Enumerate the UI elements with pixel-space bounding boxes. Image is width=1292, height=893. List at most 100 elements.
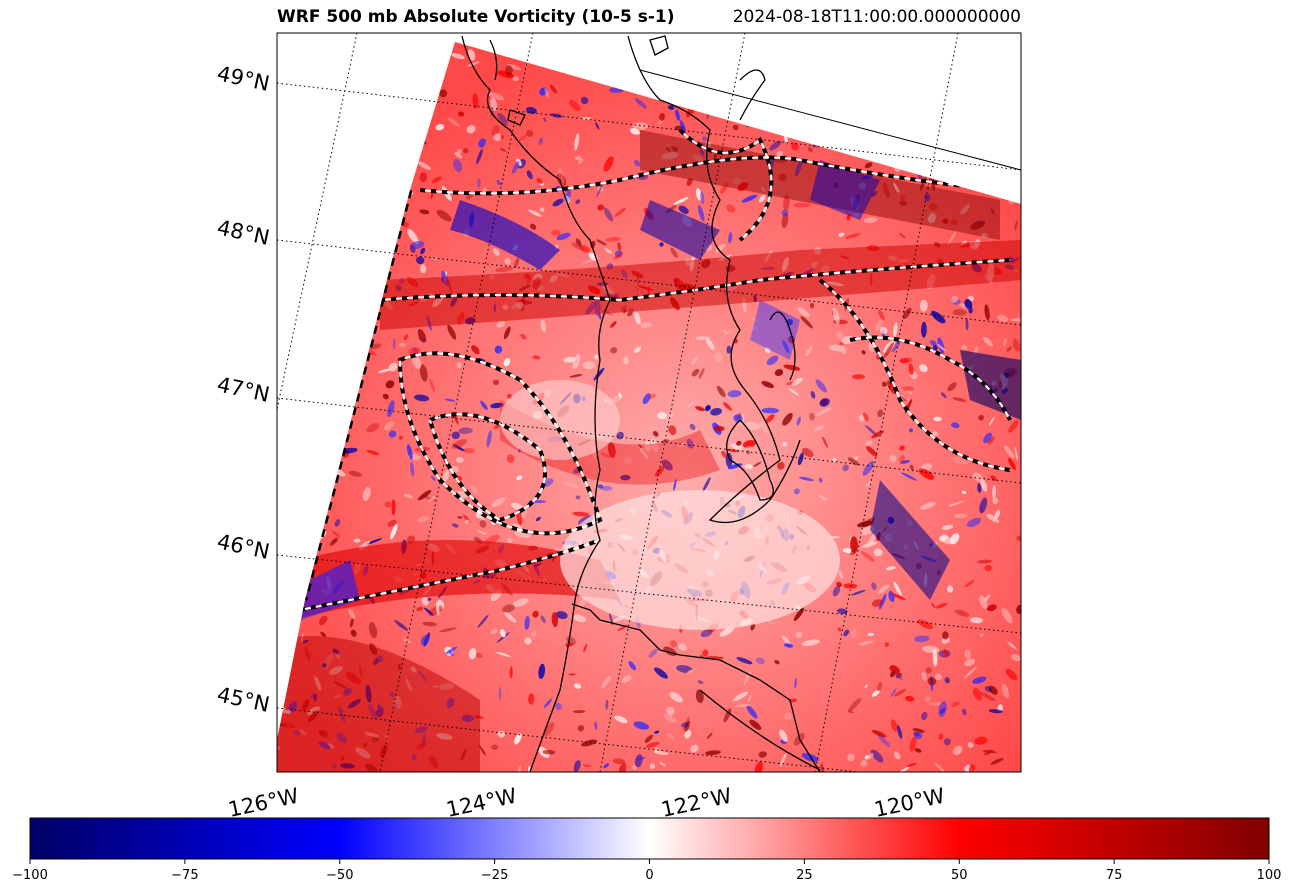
- vorticity-speck: [528, 693, 535, 705]
- vorticity-speck: [610, 347, 618, 354]
- vorticity-speck: [960, 204, 971, 215]
- vorticity-speck: [899, 200, 907, 206]
- vorticity-speck: [780, 753, 787, 767]
- vorticity-speck: [972, 472, 983, 482]
- vorticity-speck: [869, 752, 875, 759]
- vorticity-speck: [865, 440, 873, 446]
- vorticity-speck: [657, 412, 668, 420]
- vorticity-speck: [984, 304, 990, 321]
- vorticity-speck: [899, 455, 905, 464]
- vorticity-speck: [454, 152, 463, 159]
- vorticity-speck: [914, 732, 923, 740]
- vorticity-speck: [563, 192, 571, 203]
- vorticity-speck: [512, 75, 519, 82]
- vorticity-speck: [526, 170, 533, 180]
- vorticity-speck: [478, 138, 486, 148]
- vorticity-speck: [603, 763, 610, 769]
- vorticity-speck: [850, 628, 857, 639]
- vorticity-speck: [632, 122, 649, 130]
- vorticity-speck: [648, 648, 658, 658]
- map-border: [276, 32, 1022, 773]
- vorticity-speck: [451, 465, 460, 473]
- vorticity-speck: [543, 698, 553, 708]
- vorticity-speck: [596, 182, 604, 198]
- vorticity-speck: [663, 714, 677, 724]
- vorticity-speck: [837, 627, 842, 632]
- vorticity-speck: [917, 619, 934, 630]
- vorticity-speck: [994, 509, 1001, 520]
- vorticity-speck: [496, 632, 510, 643]
- vorticity-speck: [634, 346, 641, 353]
- vorticity-speck: [702, 649, 709, 657]
- vorticity-speck: [900, 459, 910, 464]
- vorticity-speck: [919, 299, 928, 312]
- vorticity-speck: [480, 400, 488, 411]
- vorticity-speck: [782, 441, 788, 447]
- vorticity-speck: [988, 685, 998, 695]
- vorticity-speck: [695, 406, 705, 412]
- vorticity-speck: [445, 646, 458, 655]
- vorticity-speck: [878, 310, 885, 321]
- vorticity-speck: [378, 368, 391, 373]
- vorticity-speck: [487, 92, 505, 101]
- vorticity-speck: [793, 607, 805, 622]
- vorticity-speck: [417, 161, 432, 170]
- vorticity-speck: [318, 615, 328, 626]
- vorticity-speck: [455, 457, 464, 463]
- vorticity-speck: [983, 336, 993, 347]
- vorticity-speck: [597, 484, 604, 489]
- vorticity-speck: [470, 484, 479, 495]
- vorticity-speck: [582, 361, 596, 370]
- vorticity-speck: [848, 698, 862, 712]
- vorticity-speck: [889, 665, 900, 674]
- vorticity-speck: [815, 379, 828, 393]
- colorbar-tick-label: 0: [645, 868, 653, 883]
- vorticity-speck: [920, 321, 927, 338]
- vorticity-speck: [728, 232, 733, 244]
- vorticity-speck: [941, 637, 950, 644]
- vorticity-speck: [653, 750, 669, 756]
- vorticity-speck: [538, 663, 546, 680]
- vorticity-speck: [1016, 535, 1021, 542]
- vorticity-speck: [698, 367, 705, 380]
- vorticity-speck: [497, 112, 508, 126]
- vorticity-speck: [843, 629, 850, 637]
- vorticity-speck: [764, 347, 771, 354]
- vorticity-speck: [419, 172, 428, 183]
- vorticity-speck: [965, 318, 969, 331]
- vorticity-speck: [506, 454, 515, 463]
- colorbar-tick-label: −50: [326, 868, 353, 883]
- vorticity-speck: [505, 65, 513, 76]
- vorticity-speck: [463, 148, 469, 154]
- vorticity-speck: [723, 330, 734, 335]
- vorticity-speck: [979, 633, 984, 637]
- vorticity-speck: [543, 722, 555, 737]
- vorticity-speck: [610, 321, 617, 328]
- vorticity-speck: [890, 687, 897, 697]
- vorticity-speck: [912, 728, 925, 733]
- vorticity-speck: [689, 423, 696, 430]
- vorticity-speck: [722, 329, 728, 334]
- vorticity-speck: [944, 677, 950, 684]
- vorticity-speck: [419, 364, 428, 382]
- vorticity-speck: [881, 381, 888, 387]
- vorticity-speck: [491, 497, 506, 508]
- vorticity-speck: [594, 354, 599, 360]
- vorticity-speck: [544, 87, 550, 99]
- vorticity-speck: [931, 310, 946, 324]
- vorticity-speck: [419, 209, 430, 215]
- vorticity-speck: [886, 566, 896, 571]
- vorticity-speck: [783, 364, 801, 371]
- vorticity-speck: [788, 388, 799, 396]
- vorticity-speck: [864, 481, 873, 488]
- vorticity-speck: [600, 485, 613, 491]
- vorticity-speck: [368, 621, 378, 639]
- vorticity-speck: [634, 754, 643, 768]
- vorticity-speck: [624, 457, 632, 465]
- vorticity-speck: [385, 380, 395, 389]
- vorticity-speck: [706, 404, 712, 411]
- vorticity-speck: [673, 197, 689, 205]
- vorticity-speck: [721, 450, 728, 459]
- vorticity-speck: [675, 109, 680, 121]
- vorticity-speck: [540, 319, 547, 333]
